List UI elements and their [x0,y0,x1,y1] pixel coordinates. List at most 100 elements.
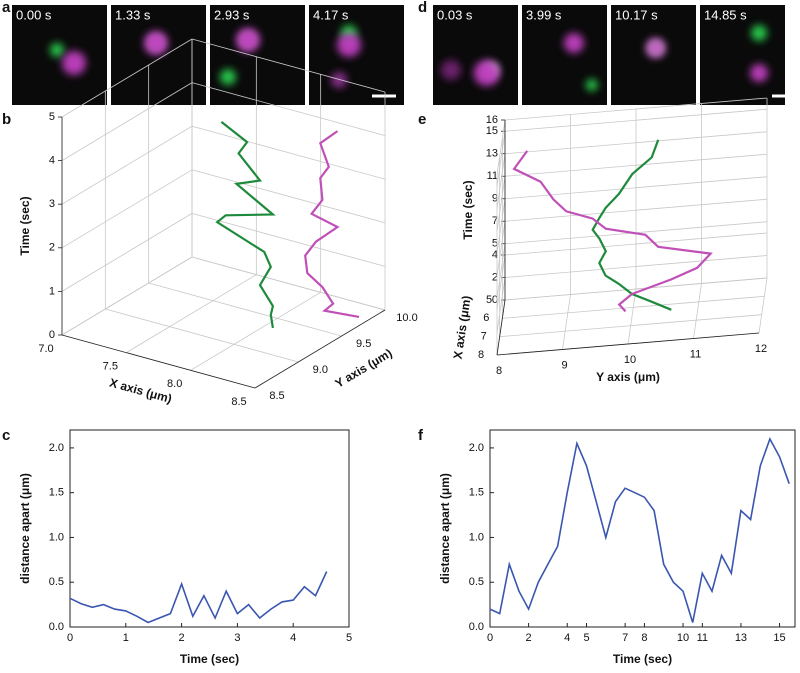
x-tick-label: 8.5 [231,396,246,408]
x-axis-title: Time (sec) [613,652,672,666]
z-tick-label: 1 [49,285,55,297]
z-tick-label: 15 [486,125,498,137]
grid-line [191,256,386,311]
x-tick-label: 0 [487,632,493,644]
grid-line [191,169,386,224]
axis-line [496,299,506,356]
x-tick-label: 5 [583,632,589,644]
y-tick-label: 8 [496,365,502,377]
z-tick-label: 2 [492,271,498,283]
z-tick-label: 11 [487,170,498,182]
y-tick-label: 2.0 [469,442,484,454]
axis-line [254,309,386,389]
panel-label: f [418,427,424,444]
y-tick-label: 12 [755,343,767,355]
panel-label: d [418,0,427,16]
image-frame [309,5,404,105]
fluorescent-spot [440,60,461,80]
axis-line [496,332,760,356]
grid-line [496,131,506,187]
grid-line [693,283,702,339]
timestamp: 3.99 s [526,7,562,22]
z-tick-label: 7 [492,215,498,227]
timestamp: 2.93 s [214,7,250,22]
grid-line [148,282,342,337]
y-axis-title: distance apart (μm) [438,473,452,584]
fluorescent-spot [473,60,500,86]
timestamp: 1.33 s [115,7,151,22]
x-tick-label: 15 [773,632,785,644]
grid-line [105,308,299,363]
grid-line [191,213,386,267]
grid-line [61,82,193,161]
y-tick-label: 9.5 [356,338,371,350]
timestamp: 14.85 s [704,7,747,22]
x-tick-label: 1 [123,632,129,644]
y-tick-label: 1.0 [469,531,484,543]
y-tick-label: 2.0 [49,442,64,454]
z-axis-title: Time (sec) [18,196,32,255]
fluorescent-spot [220,69,236,85]
y-tick-label: 9.0 [313,364,328,376]
grid-line [61,38,193,118]
y-tick-label: 10.0 [396,312,417,324]
x-tick-label: 13 [735,632,747,644]
grid-line [627,288,637,345]
trajectory [591,139,672,311]
grid-line [504,277,768,301]
grid-line [191,82,386,136]
fluorescent-spot [645,38,666,58]
plot-frame [489,429,796,628]
x-tick-label: 4 [564,632,570,644]
fluorescent-spot [751,25,768,41]
y-tick-label: 8.5 [269,390,284,402]
fluorescent-spot [337,33,361,57]
x-tick-label: 4 [290,632,296,644]
grid-line [126,274,257,354]
x-tick-label: 0 [67,632,73,644]
x-axis-title: X axis (μm) [108,375,173,405]
y-tick-label: 11 [690,348,701,360]
grid-line [191,38,386,93]
grid-line [496,119,506,176]
y-axis-title: Y axis (μm) [333,346,395,391]
grid-line [499,314,762,338]
y-tick-label: 1.0 [49,531,64,543]
x-tick-label: 2 [179,632,185,644]
z-tick-label: 4 [49,155,55,167]
z-tick-label: 3 [49,198,55,210]
axis-line [61,334,256,389]
z-tick-label: 0 [49,329,55,341]
x-tick-label: 8.0 [167,378,182,390]
grid-line [191,125,386,180]
x-tick-label: 10 [677,632,689,644]
data-line [489,437,790,623]
fluorescent-spot [144,31,168,55]
fluorescent-spot [563,33,584,53]
grid-line [496,153,506,209]
x-tick-label: 7.0 [38,343,53,355]
y-tick-label: 0.0 [469,621,484,633]
x-axis-title: X axis (μm) [451,295,474,360]
timestamp: 10.17 s [615,7,658,22]
x-tick-label: 3 [234,632,240,644]
x-tick-label: 7 [481,331,487,343]
fluorescent-spot [331,72,347,88]
y-tick-label: 1.5 [49,487,64,499]
y-tick-label: 0.5 [49,576,64,588]
panel-label: e [418,111,426,128]
timestamp: 4.17 s [313,7,349,22]
trajectory [304,130,360,318]
grid-line [496,277,506,333]
grid-line [61,169,193,249]
x-tick-label: 6 [483,312,489,324]
timestamp: 0.03 s [437,7,473,22]
x-axis-title: Time (sec) [180,652,239,666]
x-tick-label: 5 [486,294,492,306]
grid-line [496,221,506,277]
z-tick-label: 5 [492,238,498,250]
grid-line [496,176,506,232]
y-axis-title: Y axis (μm) [596,370,660,384]
grid-line [61,213,193,292]
